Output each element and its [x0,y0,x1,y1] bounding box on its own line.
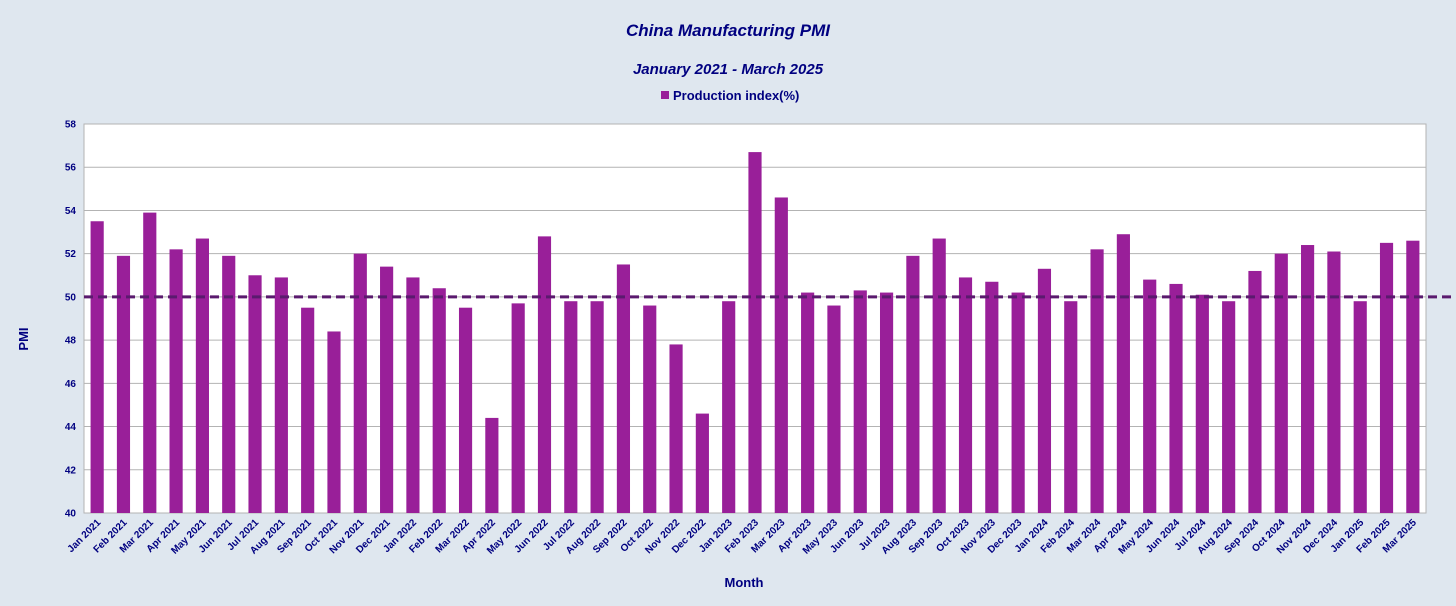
bar [327,331,341,513]
bar [353,253,367,513]
chart-title: China Manufacturing PMI [626,21,831,40]
bar [1169,283,1183,513]
bar [643,305,657,513]
bar [1064,301,1078,513]
y-axis-label: PMI [16,327,31,350]
bar [958,277,973,513]
bar [1222,301,1236,513]
bar [1274,253,1288,513]
bar [748,152,762,513]
bar [143,212,157,513]
bar [906,255,920,514]
bar [274,277,288,513]
bar [774,197,788,513]
y-tick-label: 40 [65,509,77,520]
bar [801,292,815,513]
y-axis-ticks: 40 42 44 46 48 50 52 54 56 58 [65,120,77,520]
bar [827,305,841,513]
bar [879,292,894,513]
y-tick-label: 46 [65,379,77,390]
bar [195,238,209,514]
bar [1116,234,1130,513]
bar [458,307,473,513]
bar [406,277,420,513]
bar [1353,301,1367,513]
bar [853,290,867,513]
bar [564,301,578,513]
bar [985,281,999,513]
y-tick-label: 58 [65,120,77,131]
bar [722,301,736,513]
bar [380,266,394,513]
bar [222,255,236,514]
chart-subtitle: January 2021 - March 2025 [633,61,824,78]
bar [248,275,262,513]
legend: Production index(%) [661,88,799,103]
y-tick-label: 54 [65,206,77,217]
y-tick-label: 56 [65,163,77,174]
bar [1406,240,1420,513]
bar [669,344,683,513]
bar [511,303,525,513]
bar [1379,242,1394,513]
y-tick-label: 52 [65,249,77,260]
bar [1143,279,1157,513]
bar [90,221,104,513]
bar [1011,292,1025,513]
bar [1090,249,1104,513]
y-tick-label: 42 [65,465,77,476]
bar [116,255,131,514]
bar [301,307,315,513]
bar [1301,245,1315,513]
bar [1195,294,1209,513]
bar [1037,268,1052,513]
bar [932,238,946,514]
y-tick-label: 48 [65,336,77,347]
bar [169,249,183,513]
bar [590,301,604,513]
bar [1327,251,1341,513]
bars [90,152,1420,514]
bar [1248,270,1262,513]
bar [537,236,552,513]
legend-label: Production index(%) [673,88,799,103]
bar [616,264,631,513]
x-axis-label: Month [725,575,764,590]
bar [695,413,709,513]
bar [432,288,446,513]
legend-swatch [661,91,669,99]
y-tick-label: 50 [65,292,77,303]
y-tick-label: 44 [65,422,77,433]
bar [485,417,499,513]
